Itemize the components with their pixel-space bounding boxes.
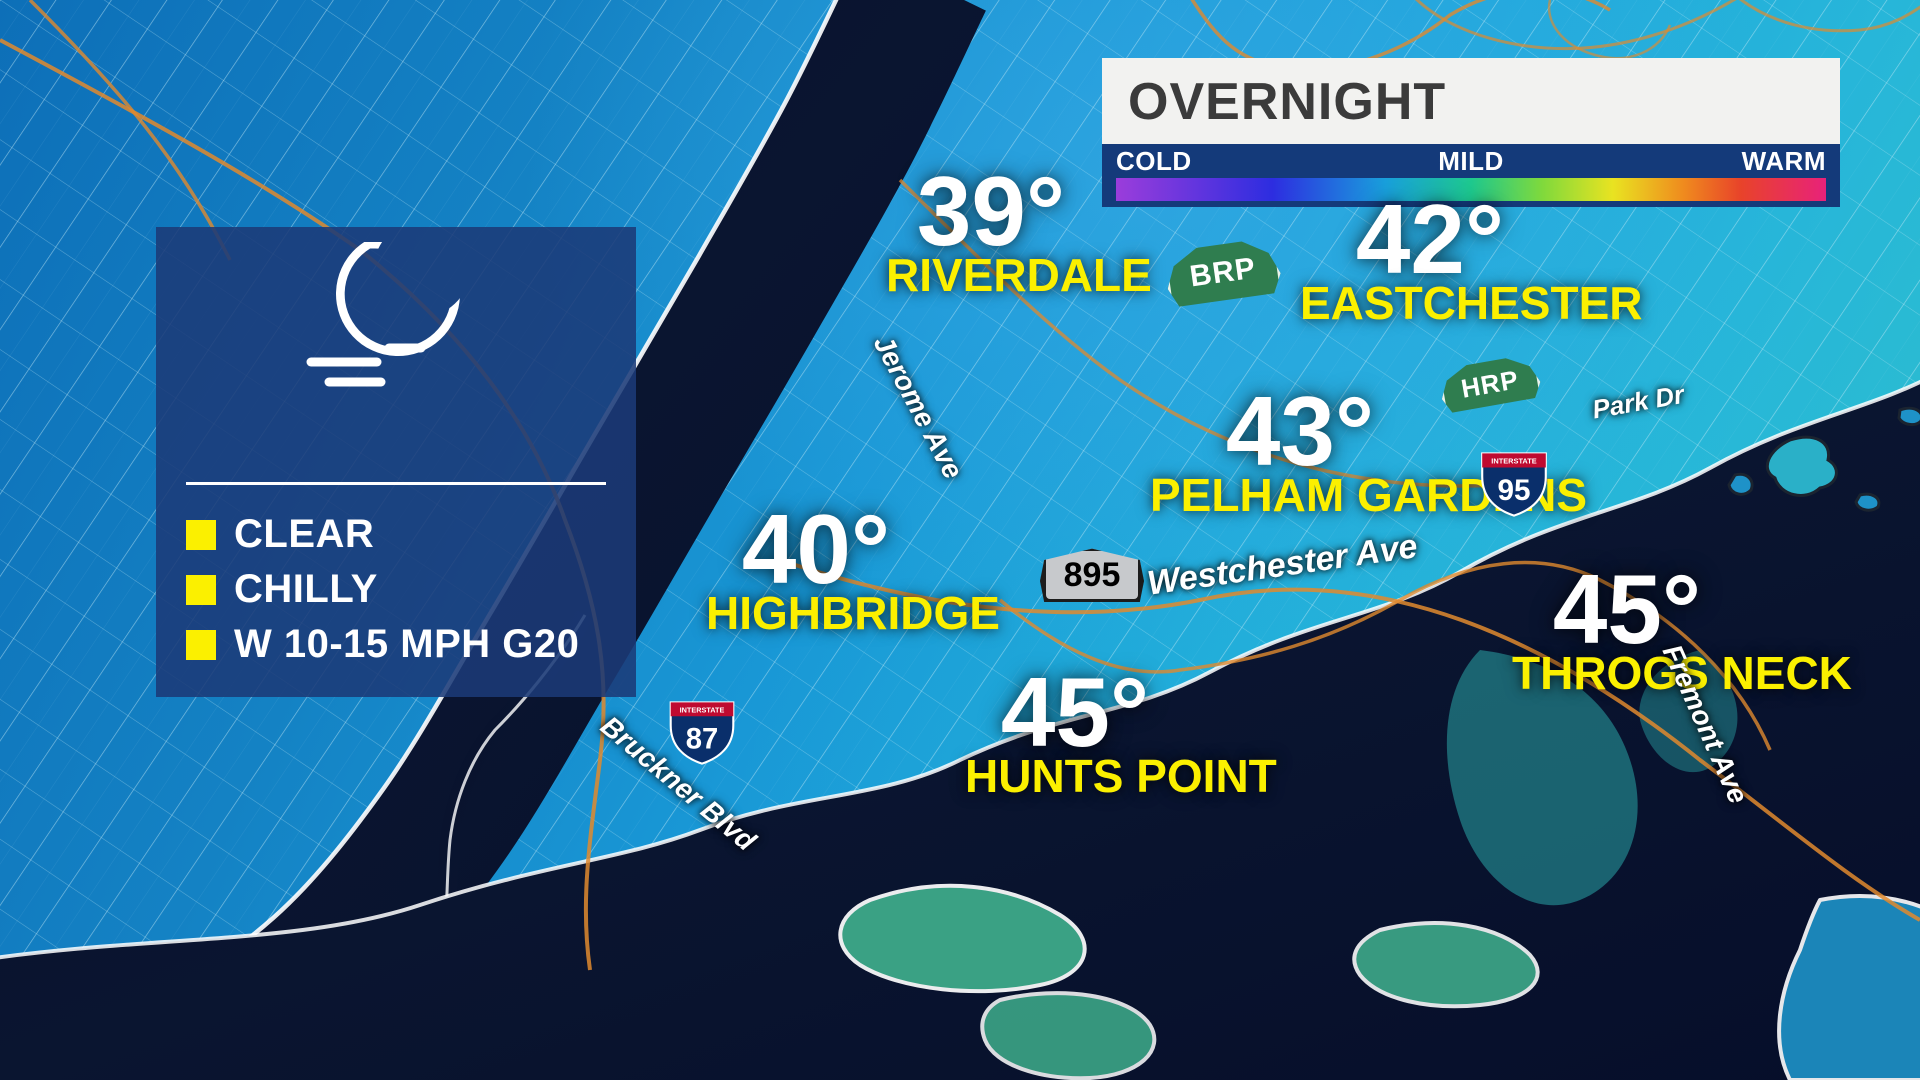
svg-text:87: 87 [686,723,718,755]
svg-text:95: 95 [1498,474,1531,507]
